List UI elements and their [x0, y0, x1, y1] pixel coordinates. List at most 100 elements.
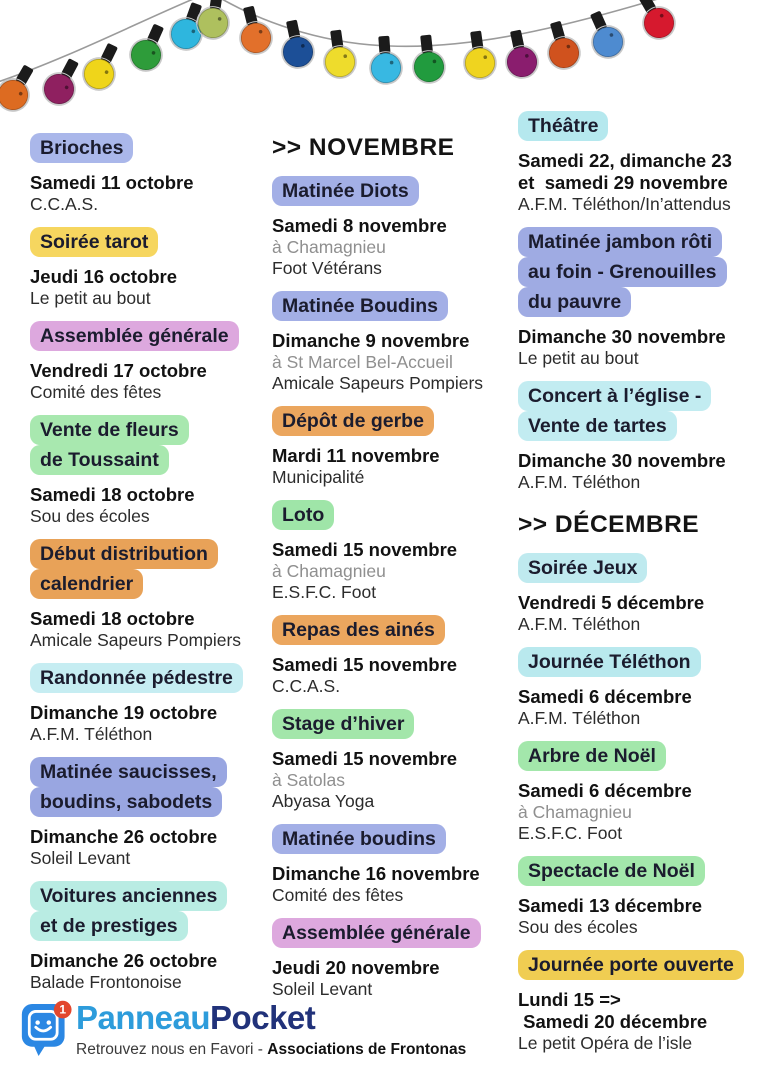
event-title-chip: Randonnée pédestre	[30, 663, 243, 693]
event-title-chip: Concert à l’église - Vente de tartes	[518, 381, 712, 441]
event-block: Concert à l’église - Vente de tartes Diman…	[518, 381, 756, 493]
event-organizer: Amicale Sapeurs Pompiers	[272, 373, 484, 393]
event-location: à Chamagnieu	[272, 561, 386, 581]
event-organizer: Le petit au bout	[30, 288, 151, 308]
footer-tagline: Retrouvez nous en Favori - Associations …	[76, 1040, 466, 1060]
event-date: Samedi 15 novembre	[272, 748, 458, 769]
month-header: >> NOVEMBRE	[272, 134, 455, 161]
event-organizer: Comité des fêtes	[272, 885, 404, 905]
event-date: Samedi 22, dimanche 23	[518, 150, 732, 171]
event-title-chip: Assemblée générale	[272, 918, 481, 948]
event-block: Début distribution calendrier Samedi 18 oc…	[30, 539, 266, 651]
event-location: à St Marcel Bel-Accueil	[272, 352, 453, 372]
event-date: Samedi 18 octobre	[30, 484, 195, 505]
event-block: Arbre de Noël Samedi 6 décembre à Chamagni…	[518, 741, 756, 844]
brand-wordmark: PanneauPocket	[76, 998, 466, 1038]
event-title-chip: Théâtre	[518, 111, 609, 141]
event-date: Dimanche 30 novembre	[518, 450, 726, 471]
event-organizer: Soleil Levant	[30, 848, 131, 868]
light-bulb	[547, 21, 581, 70]
events-column-december: Théâtre Samedi 22, dimanche 23 et samedi 2…	[518, 111, 756, 1067]
light-bulb	[590, 11, 625, 59]
event-title-chip: Repas des ainés	[272, 615, 445, 645]
event-block: Assemblée générale Jeudi 20 novembre Solei…	[272, 918, 512, 1000]
event-date: Dimanche 9 novembre	[272, 330, 470, 351]
light-bulb	[281, 19, 315, 69]
event-organizer: E.S.F.C. Foot	[272, 582, 377, 602]
event-date: Jeudi 16 octobre	[30, 266, 178, 287]
event-organizer: E.S.F.C. Foot	[518, 823, 623, 843]
event-title-chip: Loto	[272, 500, 335, 530]
event-title-chip: Brioches	[30, 133, 134, 163]
event-date: Dimanche 26 octobre	[30, 826, 218, 847]
event-date: Mardi 11 novembre	[272, 445, 440, 466]
event-title-chip: Arbre de Noël	[518, 741, 666, 771]
tagline-association-name: Associations de Frontonas	[267, 1041, 467, 1058]
event-title-chip: Journée Téléthon	[518, 647, 701, 677]
light-bulb	[82, 43, 118, 91]
light-bulb	[463, 30, 497, 80]
event-title-chip: Matinée saucisses, boudins, sabodets	[30, 757, 227, 817]
event-date: Samedi 6 décembre	[518, 780, 692, 801]
event-date: Samedi 15 novembre	[272, 654, 458, 675]
event-organizer: Sou des écoles	[518, 917, 638, 937]
event-date: Samedi 8 novembre	[272, 215, 447, 236]
event-title-chip: Matinée boudins	[272, 824, 446, 854]
panneaupocket-footer: 1 PanneauPocket Retrouvez nous en Favori…	[20, 998, 466, 1062]
panneaupocket-logo-icon: 1	[21, 1000, 72, 1056]
light-bulb	[239, 6, 273, 55]
footer-text: PanneauPocket Retrouvez nous en Favori -…	[76, 998, 466, 1060]
light-bulb	[42, 58, 79, 106]
events-column-october: Brioches Samedi 11 octobre C.C.A.S. Soirée …	[30, 133, 266, 1006]
event-block: Loto Samedi 15 novembre à Chamagnieu E.S.F.…	[272, 500, 512, 603]
event-location: à Chamagnieu	[272, 237, 386, 257]
event-date: Samedi 13 décembre	[518, 895, 703, 916]
light-bulb	[129, 24, 164, 72]
notification-count: 1	[59, 1003, 66, 1017]
event-title-chip: Stage d’hiver	[272, 709, 415, 739]
event-organizer: A.F.M. Téléthon	[518, 614, 641, 634]
event-date: Lundi 15 =>	[518, 989, 621, 1010]
light-bulb	[196, 0, 230, 40]
event-block: Matinée saucisses, boudins, sabodets Diman…	[30, 757, 266, 869]
event-organizer: Sou des écoles	[30, 506, 150, 526]
event-date: Vendredi 17 octobre	[30, 360, 207, 381]
event-organizer: C.C.A.S.	[272, 676, 341, 696]
event-title-chip: Assemblée générale	[30, 321, 239, 351]
event-block: Dépôt de gerbe Mardi 11 novembre Municipal…	[272, 406, 512, 488]
event-date: Jeudi 20 novembre	[272, 957, 440, 978]
event-title-chip: Soirée tarot	[30, 227, 159, 257]
events-column-november: >> NOVEMBRE Matinée Diots Samedi 8 novembr…	[272, 130, 512, 1013]
event-date: Samedi 15 novembre	[272, 539, 458, 560]
event-organizer: Le petit Opéra de l’isle	[518, 1033, 693, 1053]
event-organizer: Le petit au bout	[518, 348, 639, 368]
brand-pocket: Pocket	[210, 999, 316, 1036]
event-organizer: Soleil Levant	[272, 979, 373, 999]
event-date: et samedi 29 novembre	[518, 172, 728, 193]
event-block: Soirée tarot Jeudi 16 octobre Le petit au …	[30, 227, 266, 309]
event-block: Soirée Jeux Vendredi 5 décembre A.F.M. Tél…	[518, 553, 756, 635]
event-block: Brioches Samedi 11 octobre C.C.A.S.	[30, 133, 266, 215]
event-organizer: Municipalité	[272, 467, 365, 487]
event-date: Dimanche 30 novembre	[518, 326, 726, 347]
event-title-chip: Début distribution calendrier	[30, 539, 218, 599]
event-block: Matinée jambon rôti au foin - Grenouilles…	[518, 227, 756, 369]
garland-string-right	[222, 0, 658, 48]
event-block: Repas des ainés Samedi 15 novembre C.C.A.S…	[272, 615, 512, 697]
event-title-chip: Soirée Jeux	[518, 553, 648, 583]
event-block: Journée Téléthon Samedi 6 décembre A.F.M. …	[518, 647, 756, 729]
event-title-chip: Spectacle de Noël	[518, 856, 705, 886]
event-block: Voitures anciennes et de prestiges Dimanch…	[30, 881, 266, 993]
event-date: Samedi 18 octobre	[30, 608, 195, 629]
event-organizer: C.C.A.S.	[30, 194, 99, 214]
event-date: Samedi 6 décembre	[518, 686, 692, 707]
brand-panneau: Panneau	[76, 999, 211, 1036]
event-title-chip: Dépôt de gerbe	[272, 406, 434, 436]
event-date: Dimanche 16 novembre	[272, 863, 480, 884]
event-date: Samedi 20 décembre	[518, 1011, 708, 1032]
event-title-chip: Journée porte ouverte	[518, 950, 744, 980]
event-block: Spectacle de Noël Samedi 13 décembre Sou d…	[518, 856, 756, 938]
light-bulb	[369, 35, 403, 85]
event-block: Théâtre Samedi 22, dimanche 23 et samedi 2…	[518, 111, 756, 215]
event-organizer: A.F.M. Téléthon/In’attendus	[518, 194, 731, 214]
